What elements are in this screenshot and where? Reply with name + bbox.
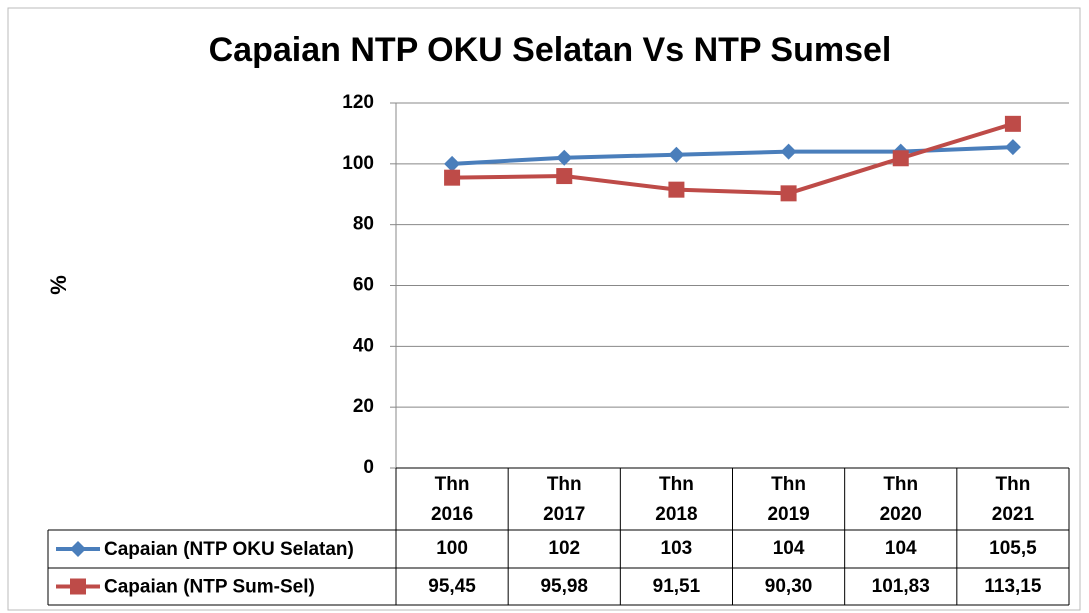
data-label: 90,30 — [764, 575, 813, 597]
point — [1004, 139, 1021, 156]
y-tick-label: 80 — [353, 214, 374, 235]
data-label: 100 — [436, 538, 468, 559]
legend-label: Capaian (NTP OKU Selatan) — [104, 539, 354, 560]
data-label: 91,51 — [652, 575, 701, 597]
y-tick-label: 120 — [342, 92, 374, 113]
data-label: 104 — [884, 538, 917, 559]
x-tick-label: Thn 2018 — [655, 474, 698, 525]
data-label: 101,83 — [871, 575, 930, 597]
data-label: 95,45 — [428, 575, 476, 597]
point — [1004, 115, 1021, 132]
y-axis-label: % — [46, 275, 71, 295]
y-tick-label: 60 — [353, 275, 374, 296]
chart-border — [7, 7, 1081, 611]
y-tick-label: 20 — [353, 396, 374, 417]
data-label: 102 — [548, 538, 581, 559]
point — [668, 181, 685, 198]
series-line — [452, 121, 1014, 196]
point — [444, 155, 461, 172]
point — [444, 169, 461, 186]
data-label: 103 — [660, 538, 693, 559]
x-tick-label: Thn 2016 — [430, 474, 474, 525]
data-label: 104 — [772, 538, 805, 559]
point — [780, 143, 797, 160]
point — [70, 578, 86, 595]
point — [556, 149, 573, 166]
x-tick-label: Thn 2019 — [767, 474, 810, 525]
point — [892, 150, 909, 167]
legend-label: Capaian (NTP Sum-Sel) — [104, 577, 315, 598]
data-label: 105,5 — [989, 538, 1037, 559]
x-tick-label: Thn 2017 — [543, 474, 586, 525]
y-tick-label: 100 — [342, 153, 374, 174]
x-tick-label: Thn 2021 — [991, 474, 1035, 525]
data-label: 113,15 — [984, 575, 1042, 597]
point — [668, 146, 685, 163]
y-tick-label: 40 — [353, 335, 374, 356]
y-tick-label: 0 — [363, 457, 374, 478]
data-label: 95,98 — [540, 575, 588, 597]
point — [70, 541, 86, 557]
chart-title: Capaian NTP OKU Selatan Vs NTP Sumsel — [209, 31, 892, 69]
point — [556, 168, 573, 185]
x-tick-label: Thn 2020 — [879, 474, 922, 525]
point — [780, 185, 797, 202]
